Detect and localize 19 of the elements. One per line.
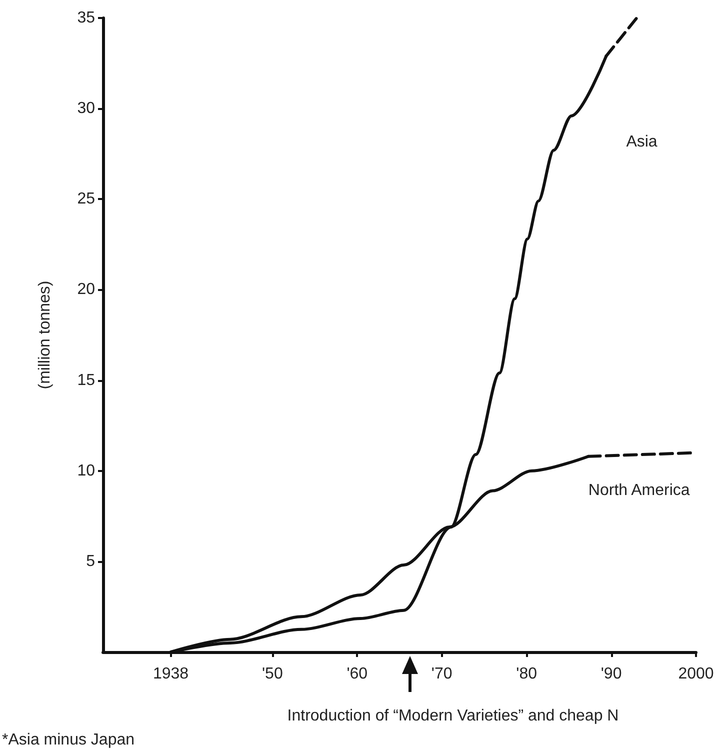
series-label: North America xyxy=(588,482,690,499)
x-tick-label: 1938 xyxy=(152,666,189,682)
x-tick-label: '50 xyxy=(262,666,283,682)
y-axis-title: (million tonnes) xyxy=(36,280,54,390)
y-tick-label: 10 xyxy=(77,462,96,480)
x-tick-label: '90 xyxy=(600,666,622,682)
y-tick-label: 15 xyxy=(77,372,96,389)
y-tick-label: 5 xyxy=(86,552,96,570)
y-tick-label: 20 xyxy=(77,281,96,298)
x-tick-label: '60 xyxy=(346,666,368,682)
x-tick-label: '70 xyxy=(431,666,452,682)
x-tick-label: 2000 xyxy=(678,666,714,682)
text: *Asia minus Japan xyxy=(2,732,135,748)
text: Asia xyxy=(626,134,658,151)
y-tick-label: 25 xyxy=(77,190,96,208)
y-tick-label: 30 xyxy=(77,100,96,118)
y-tick-label: 35 xyxy=(77,10,96,26)
x-tick-label: '80 xyxy=(516,666,538,682)
text: Introduction of “Modern Varieties” and cheap N xyxy=(287,708,619,724)
